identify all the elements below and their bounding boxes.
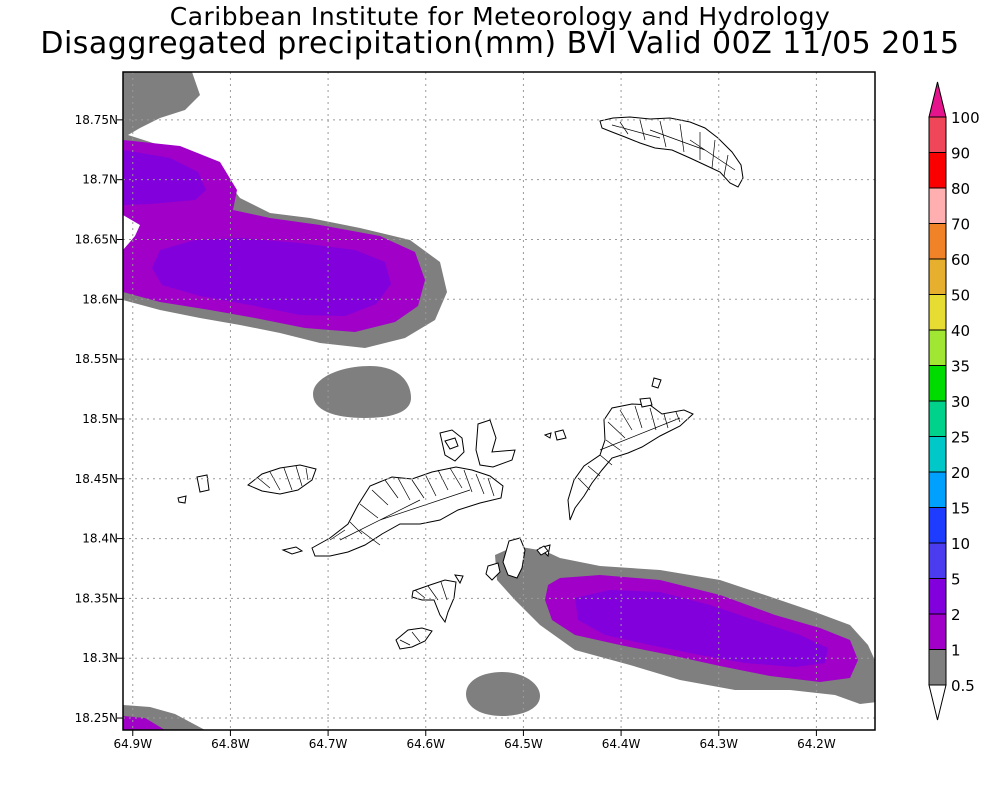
y-tick-label: 18.7N: [82, 173, 118, 187]
colorbar-swatch: [928, 578, 947, 615]
x-tick-label: 64.5W: [504, 737, 543, 751]
y-axis: 18.25N 18.3N 18.35N 18.4N 18.45N 18.5N 18.55N 1…: [75, 113, 123, 725]
x-tick-label: 64.7W: [309, 737, 348, 751]
island-guana: [444, 437, 459, 450]
x-tick-label: 64.3W: [699, 737, 738, 751]
island-eustatia: [639, 397, 653, 408]
island-peter: [411, 579, 457, 624]
x-tick-label: 64.9W: [113, 737, 152, 751]
island-cooper: [485, 562, 501, 581]
parcel-boundaries: [257, 119, 736, 646]
colorbar-label: 100: [951, 109, 980, 127]
colorbar-arrow-high: [928, 81, 947, 118]
y-tick-label: 18.25N: [75, 711, 118, 725]
boundary-lines: [257, 465, 448, 646]
island-green-cay: [177, 495, 187, 504]
island-tortola: [311, 466, 504, 557]
precip-area-5mm: [123, 150, 206, 205]
colorbar-swatch: [928, 613, 947, 650]
island-jost-van-dyke: [247, 464, 317, 495]
island-virgin-gorda: [567, 403, 694, 521]
colorbar-label: 80: [951, 180, 970, 198]
island-salt: [536, 545, 549, 556]
colorbar-label: 2: [951, 606, 961, 624]
colorbar-label: 70: [951, 216, 970, 234]
colorbar-swatch: [928, 649, 947, 686]
y-tick-label: 18.5N: [82, 412, 118, 426]
island-ginger: [502, 537, 526, 579]
colorbar-swatch: [928, 152, 947, 189]
precip-area-5mm: [152, 238, 391, 316]
precip-area-2mm: [123, 716, 165, 730]
precip-area-5mm: [575, 590, 828, 667]
colorbar-swatch: [928, 329, 947, 366]
colorbar-swatch: [928, 400, 947, 437]
y-tick-label: 18.3N: [82, 651, 118, 665]
colorbar-label: 10: [951, 535, 970, 553]
institute-title: Caribbean Institute for Meteorology and …: [169, 2, 831, 31]
precip-area-1mm: [313, 366, 411, 418]
island-little-thatch: [281, 546, 304, 555]
island-marina-cay: [554, 429, 567, 441]
y-tick-label: 18.45N: [75, 472, 118, 486]
boundary-lines: [329, 467, 495, 546]
colorbar-label: 25: [951, 429, 970, 447]
boundary-lines: [577, 405, 681, 491]
colorbar-swatch: [928, 258, 947, 295]
colorbar-label: 1: [951, 642, 961, 660]
colorbar-swatch: [928, 471, 947, 508]
x-tick-label: 64.8W: [211, 737, 250, 751]
y-tick-label: 18.65N: [75, 232, 118, 246]
precip-area-1mm: [466, 672, 540, 716]
island-coastlines: [177, 116, 744, 650]
colorbar-label: 40: [951, 322, 970, 340]
y-tick-label: 18.4N: [82, 532, 118, 546]
colorbar-label: 0.5: [951, 677, 975, 695]
island-beef-cay: [543, 432, 552, 439]
island-small-sw: [454, 574, 464, 585]
colorbar-swatch: [928, 436, 947, 473]
map-title: Disaggregated precipitation(mm) BVI Vali…: [40, 26, 960, 61]
island-anegada: [599, 116, 744, 188]
colorbar-label: 35: [951, 358, 970, 376]
plot-frame: [122, 71, 876, 731]
colorbar-label: 90: [951, 145, 970, 163]
y-tick-label: 18.6N: [82, 292, 118, 306]
island-scrub-island: [475, 419, 516, 468]
colorbar-label: 60: [951, 251, 970, 269]
colorbar-swatch: [928, 187, 947, 224]
x-tick-label: 64.4W: [602, 737, 641, 751]
colorbar-swatch: [928, 542, 947, 579]
island-sandy-cay: [196, 474, 210, 493]
y-tick-label: 18.55N: [75, 352, 118, 366]
precipitation-field: [123, 72, 875, 730]
y-tick-label: 18.75N: [75, 113, 118, 127]
colorbar-swatch: [928, 294, 947, 331]
x-tick-label: 64.2W: [797, 737, 836, 751]
colorbar-swatch: [928, 507, 947, 544]
colorbar-label: 15: [951, 500, 970, 518]
colorbar-arrow-low: [928, 684, 947, 721]
x-tick-label: 64.6W: [406, 737, 445, 751]
colorbar-label: 20: [951, 464, 970, 482]
x-axis: 64.9W 64.8W 64.7W 64.6W 64.5W 64.4W 64.3W 64.2W: [113, 730, 836, 751]
y-tick-label: 18.35N: [75, 591, 118, 605]
colorbar-label: 5: [951, 571, 961, 589]
colorbar-label: 30: [951, 393, 970, 411]
grid-lines: [123, 72, 875, 730]
island-necker: [651, 377, 662, 389]
colorbar-swatch: [928, 223, 947, 260]
island-norman: [395, 627, 433, 650]
colorbar-label: 50: [951, 287, 970, 305]
colorbar-swatch: [928, 365, 947, 402]
boundary-lines: [611, 119, 736, 177]
colorbar-swatch: [928, 116, 947, 153]
